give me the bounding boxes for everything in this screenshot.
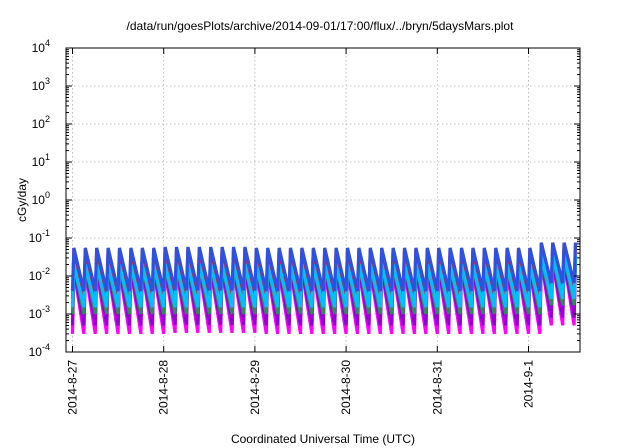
x-tick-label: 2014-8-31 <box>430 360 444 415</box>
x-axis-label: Coordinated Universal Time (UTC) <box>231 432 415 446</box>
y-tick-label: 10-3 <box>29 304 50 321</box>
x-tick-label: 2014-9-1 <box>522 360 536 408</box>
y-tick-label: 10-2 <box>29 266 50 283</box>
axes: 10-4 10-3 10-2 10-1 100 101 102 103 104 2014-8-27… <box>29 38 580 415</box>
y-tick-label: 101 <box>32 152 50 169</box>
y-tick-label: 100 <box>32 190 50 207</box>
series-line-6 <box>70 242 578 292</box>
x-tick-label: 2014-8-27 <box>66 360 80 415</box>
y-tick-label: 104 <box>32 38 50 55</box>
y-tick-label: 10-4 <box>29 342 50 359</box>
y-tick-label: 102 <box>32 114 50 131</box>
series-layer <box>70 242 578 335</box>
y-axis-label: cGy/day <box>15 178 29 222</box>
y-tick-label: 10-1 <box>29 228 50 245</box>
x-tick-label: 2014-8-30 <box>339 360 353 415</box>
x-tick-label: 2014-8-28 <box>157 360 171 415</box>
y-tick-label: 103 <box>32 76 50 93</box>
chart-title: /data/run/goesPlots/archive/2014-09-01/1… <box>127 19 515 33</box>
x-tick-label: 2014-8-29 <box>248 360 262 415</box>
